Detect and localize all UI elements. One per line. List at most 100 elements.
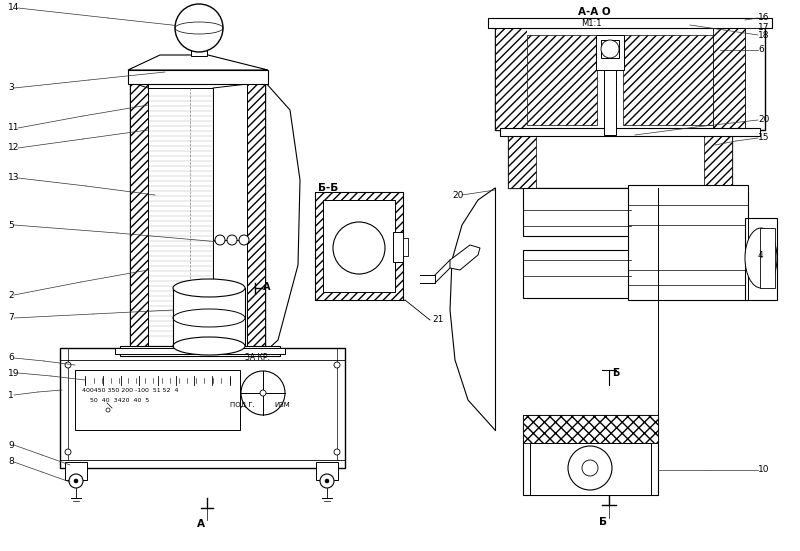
Bar	[495, 25, 527, 130]
Bar	[601, 40, 619, 58]
Bar	[315, 192, 403, 300]
Text: 16: 16	[758, 14, 770, 23]
Ellipse shape	[173, 309, 245, 327]
Bar	[247, 82, 265, 352]
Text: ЗА КР.: ЗА КР.	[245, 354, 270, 363]
Circle shape	[69, 474, 83, 488]
Text: 6: 6	[8, 354, 14, 363]
Text: ПОД Г.: ПОД Г.	[230, 402, 254, 408]
Bar	[128, 70, 268, 84]
Bar	[508, 133, 732, 188]
Text: 7: 7	[8, 314, 14, 322]
Text: 21: 21	[432, 316, 443, 325]
Bar	[745, 218, 777, 300]
Text: А: А	[197, 519, 205, 529]
Circle shape	[106, 408, 110, 412]
Bar	[315, 192, 403, 300]
Text: 3: 3	[8, 84, 14, 93]
Text: Б: Б	[612, 368, 619, 378]
Text: 6: 6	[758, 46, 764, 55]
Circle shape	[260, 390, 266, 396]
Ellipse shape	[745, 228, 777, 288]
Text: 50  40  3420  40  5: 50 40 3420 40 5	[90, 397, 150, 402]
Text: А: А	[263, 282, 270, 292]
Text: 1: 1	[8, 391, 14, 399]
Text: 12: 12	[8, 143, 19, 153]
Bar	[604, 70, 616, 135]
Bar	[323, 200, 395, 292]
Bar	[523, 415, 658, 443]
Polygon shape	[128, 55, 268, 70]
Ellipse shape	[173, 279, 245, 297]
Text: 4: 4	[758, 251, 764, 260]
Bar	[495, 25, 765, 130]
Bar	[713, 25, 745, 130]
Bar	[704, 133, 732, 188]
Circle shape	[601, 40, 619, 58]
Circle shape	[215, 235, 225, 245]
Bar	[523, 250, 631, 298]
Text: 9: 9	[8, 440, 14, 450]
Circle shape	[241, 371, 285, 415]
Bar	[760, 228, 775, 288]
Bar	[173, 288, 245, 346]
Bar	[191, 42, 207, 56]
Circle shape	[74, 479, 78, 483]
Polygon shape	[450, 245, 480, 270]
Bar	[596, 35, 624, 70]
Text: Б-Б: Б-Б	[318, 183, 338, 193]
Bar	[130, 82, 148, 352]
Circle shape	[333, 222, 385, 274]
Bar	[527, 25, 713, 130]
Bar	[120, 346, 280, 356]
Text: 5: 5	[8, 220, 14, 230]
Text: 13: 13	[8, 174, 19, 182]
Bar	[527, 35, 597, 125]
Bar	[508, 133, 536, 188]
Bar	[149, 89, 212, 345]
Circle shape	[65, 362, 71, 368]
Circle shape	[582, 460, 598, 476]
Bar	[403, 238, 408, 256]
Bar	[393, 232, 403, 262]
Text: 8: 8	[8, 457, 14, 467]
Bar	[130, 82, 265, 352]
Bar	[500, 128, 760, 136]
Circle shape	[334, 449, 340, 455]
Text: А-А О: А-А О	[578, 7, 610, 17]
Bar	[530, 443, 651, 495]
Circle shape	[239, 235, 249, 245]
Text: 18: 18	[758, 30, 770, 40]
Bar	[316, 462, 338, 480]
Circle shape	[175, 4, 223, 52]
Bar	[628, 185, 748, 300]
Circle shape	[65, 449, 71, 455]
Bar	[623, 35, 713, 125]
Text: 17: 17	[758, 24, 770, 33]
Text: 400450 350 200 -100  51 52  4: 400450 350 200 -100 51 52 4	[82, 388, 178, 393]
Text: 19: 19	[8, 369, 19, 377]
Bar	[523, 188, 631, 236]
Circle shape	[568, 446, 612, 490]
Text: ИЗМ: ИЗМ	[274, 402, 290, 408]
Bar	[523, 415, 658, 495]
Text: 20: 20	[452, 191, 463, 199]
Circle shape	[325, 479, 329, 483]
Bar	[65, 462, 87, 480]
Bar	[60, 348, 345, 468]
Text: 2: 2	[8, 290, 14, 300]
Text: 10: 10	[758, 466, 770, 474]
Circle shape	[334, 362, 340, 368]
Bar	[75, 370, 240, 430]
Text: М1:1: М1:1	[581, 19, 602, 29]
Circle shape	[320, 474, 334, 488]
Bar	[488, 18, 772, 28]
Circle shape	[227, 235, 237, 245]
Text: 15: 15	[758, 133, 770, 143]
Text: 11: 11	[8, 123, 19, 132]
Ellipse shape	[173, 337, 245, 355]
Bar	[115, 348, 285, 354]
Bar	[148, 88, 213, 346]
Text: 20: 20	[758, 116, 770, 125]
Text: Б: Б	[599, 517, 607, 527]
